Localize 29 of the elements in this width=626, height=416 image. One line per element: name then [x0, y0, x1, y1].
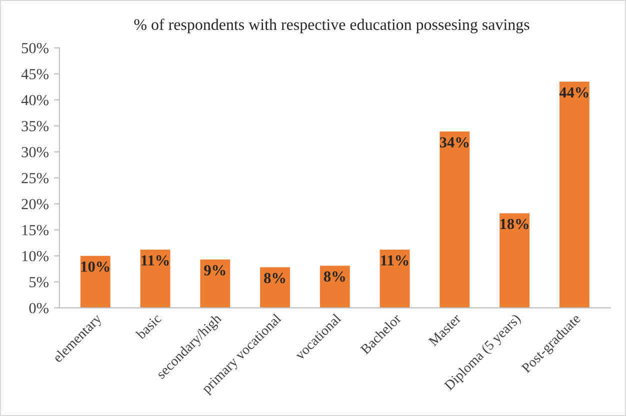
- bar: [440, 132, 470, 308]
- y-tick-label: 15%: [22, 224, 49, 236]
- y-tick-label: 25%: [22, 172, 49, 184]
- data-label: 11%: [381, 255, 408, 266]
- y-tick-label: 5%: [30, 276, 49, 288]
- y-tick-label: 45%: [21, 68, 49, 80]
- y-tick-label: 20%: [22, 198, 49, 210]
- bar: [200, 259, 230, 308]
- data-label: 8%: [324, 271, 345, 282]
- y-tick-label: 35%: [22, 120, 49, 132]
- y-tick-label: 0%: [29, 302, 49, 314]
- bar: [320, 266, 350, 308]
- data-label: 34%: [440, 137, 469, 148]
- bar: [260, 267, 290, 308]
- y-tick-label: 40%: [21, 94, 49, 106]
- bar: [380, 250, 410, 308]
- data-label: 10%: [81, 261, 110, 272]
- chart-title: % of respondents with respective education possesing savings: [134, 18, 530, 34]
- data-label: 8%: [264, 272, 286, 284]
- data-label: 18%: [500, 218, 528, 230]
- y-tick-label: 50%: [22, 42, 49, 54]
- bar: [500, 213, 530, 308]
- bar: [80, 256, 110, 308]
- bar: [559, 82, 590, 308]
- y-tick-label: 10%: [22, 250, 49, 262]
- data-label: 9%: [204, 265, 226, 276]
- y-tick-label: 30%: [22, 146, 49, 158]
- bar: [140, 250, 170, 308]
- data-label: 11%: [142, 255, 169, 266]
